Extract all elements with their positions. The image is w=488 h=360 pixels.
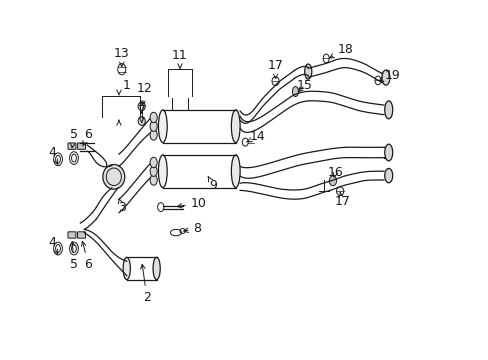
Text: 16: 16 [327,166,343,179]
Ellipse shape [138,117,145,125]
Text: 1: 1 [123,78,131,91]
FancyBboxPatch shape [68,232,76,238]
Ellipse shape [150,157,157,168]
Ellipse shape [138,102,145,111]
Ellipse shape [158,110,167,143]
Ellipse shape [150,175,157,185]
Text: 4: 4 [48,147,58,165]
Text: 8: 8 [183,222,201,235]
Ellipse shape [384,144,392,161]
Text: 18: 18 [329,43,353,58]
Text: 17: 17 [267,59,283,78]
Ellipse shape [150,166,157,176]
Text: 5: 5 [70,242,78,271]
Text: 4: 4 [48,237,58,255]
Ellipse shape [153,257,160,280]
Ellipse shape [304,64,311,79]
Ellipse shape [150,112,157,123]
Text: 13: 13 [114,47,129,67]
Text: 14: 14 [246,130,264,144]
Ellipse shape [150,130,157,140]
Text: 11: 11 [172,49,187,62]
Text: 7: 7 [138,104,145,123]
FancyBboxPatch shape [68,143,76,149]
Text: 3: 3 [118,198,125,215]
FancyBboxPatch shape [78,143,85,149]
Text: 10: 10 [177,197,206,210]
Ellipse shape [150,121,157,131]
Text: 2: 2 [141,264,150,304]
Ellipse shape [384,101,392,119]
FancyBboxPatch shape [78,232,85,238]
Ellipse shape [231,155,240,188]
Text: 12: 12 [137,82,152,105]
Text: 6: 6 [82,128,92,146]
Ellipse shape [102,165,124,189]
Ellipse shape [384,168,392,183]
Ellipse shape [231,110,240,143]
Ellipse shape [158,155,167,188]
Ellipse shape [329,176,336,186]
Text: 9: 9 [208,176,217,193]
Ellipse shape [381,70,389,85]
Text: 15: 15 [297,79,312,92]
Text: 19: 19 [378,69,400,82]
Text: 17: 17 [333,193,349,208]
Ellipse shape [292,86,298,96]
Text: 6: 6 [81,242,92,271]
Text: 5: 5 [70,128,78,148]
Ellipse shape [123,257,130,280]
